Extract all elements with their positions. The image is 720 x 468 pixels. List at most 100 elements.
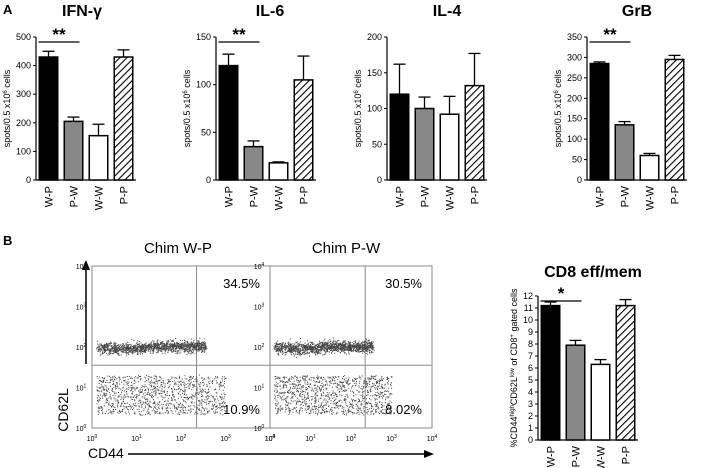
flow-dot [289, 410, 291, 412]
flow-dot [223, 398, 225, 400]
flow-dot [359, 380, 361, 382]
flow-dot [176, 347, 178, 349]
flow-dot [125, 396, 127, 398]
flow-dot [383, 395, 385, 397]
flow-dot [134, 345, 136, 346]
flow-dot [117, 400, 119, 402]
x-tick-label: P-W [571, 445, 583, 467]
flow-dot [217, 376, 218, 378]
flow-dot [148, 347, 150, 349]
y-tick-label: 0 [206, 175, 211, 185]
flow-dot [165, 350, 166, 352]
flow-dot [102, 345, 103, 347]
flow-dot [142, 390, 143, 392]
flow-dot [299, 394, 301, 396]
flow-dot [285, 386, 287, 388]
flow-dot [153, 378, 155, 380]
flow-dot [312, 396, 314, 398]
flow-dot [367, 339, 369, 341]
flow-dot [195, 343, 197, 345]
flow-dot [349, 401, 350, 403]
flow-dot [225, 377, 227, 379]
flow-dot [385, 413, 387, 415]
flow-dot [159, 387, 161, 389]
flow-dot [326, 410, 328, 412]
flow-dot [353, 344, 355, 346]
flow-dot [370, 386, 372, 388]
flow-dot [305, 379, 307, 381]
flow-dot [306, 393, 308, 395]
flow-dot [343, 412, 345, 414]
flow-dot [175, 406, 177, 408]
flow-dot [315, 402, 317, 404]
flow-dot [201, 393, 203, 395]
flow-dot [341, 401, 343, 403]
flow-dot [147, 389, 149, 391]
flow-dot [288, 410, 290, 412]
flow-dot [275, 399, 277, 401]
flow-dot [124, 390, 125, 392]
flow-dot [346, 405, 348, 407]
flow-dot [157, 349, 159, 351]
flow-dot [313, 391, 315, 393]
flow-dot [186, 346, 187, 348]
flow-dot [167, 341, 169, 343]
x-tick-label: W-P [546, 446, 558, 467]
flow-dot [198, 405, 200, 407]
flow-dot [137, 340, 139, 342]
flow-dot [104, 405, 106, 407]
flow-dot [163, 347, 165, 349]
flow-dot [126, 351, 128, 353]
flow-dot [145, 389, 147, 391]
flow-dot [329, 345, 331, 347]
flow-dot [294, 346, 296, 348]
flow-dot [318, 351, 319, 353]
flow-dot [98, 349, 100, 351]
flow-dot [100, 391, 102, 393]
flow-dot [338, 347, 340, 349]
flow-dot [307, 382, 309, 384]
flow-dot [104, 394, 105, 396]
flow-dot [175, 345, 177, 347]
flow-dot [342, 413, 344, 415]
flow-dot [299, 351, 301, 352]
flow-dot [326, 346, 328, 348]
y-tick-label: 2 [528, 411, 533, 421]
flow-dot [166, 340, 168, 342]
flow-dot [291, 347, 293, 349]
flow-dot [123, 376, 125, 378]
flow-dot [97, 346, 99, 348]
flow-dot [103, 344, 105, 346]
flow-dot [206, 383, 208, 385]
flow-dot [333, 382, 335, 384]
flow-dot [370, 378, 372, 380]
flow-dot [291, 376, 293, 378]
flow-dot [293, 347, 295, 349]
flow-dot [183, 390, 184, 392]
flow-dot [372, 348, 374, 350]
flow-dot [176, 350, 178, 352]
flow-dot [358, 398, 360, 400]
flow-dot [370, 352, 372, 354]
flow-dot [126, 391, 128, 392]
flow-dot [203, 410, 205, 412]
flow-dot [298, 343, 300, 345]
x-tick-label: W-P [595, 186, 607, 207]
flow-dot [195, 345, 197, 347]
flow-dot [325, 342, 327, 344]
flow-dot [336, 411, 338, 413]
flow-dot [96, 347, 98, 349]
tick-base: 10 [76, 305, 84, 312]
flow-dot [370, 411, 372, 413]
flow-dot [308, 348, 310, 350]
flow-dot [333, 339, 335, 341]
flow-dot [294, 375, 296, 377]
flow-dot [126, 406, 128, 408]
flow-dot [137, 343, 139, 345]
flow-dot [119, 383, 121, 385]
flow-dot [321, 342, 323, 344]
flow-dot [128, 396, 130, 398]
flow-dot [220, 396, 222, 398]
flow-dot [341, 343, 343, 345]
flow-dot [326, 395, 328, 397]
